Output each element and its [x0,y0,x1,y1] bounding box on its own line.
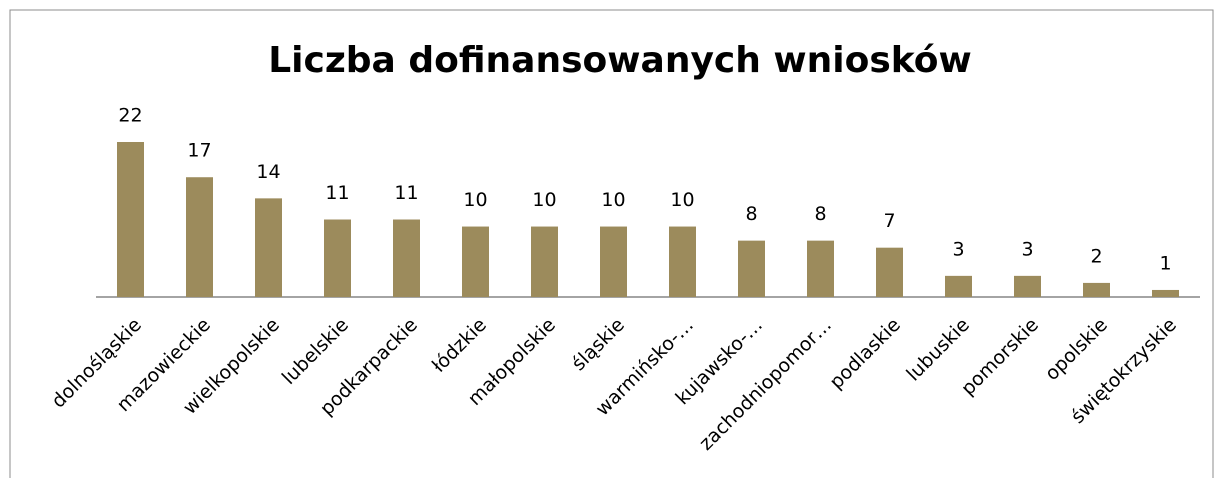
data-label: 10 [670,189,694,211]
data-label: 14 [256,161,280,183]
bar [531,226,558,297]
data-label: 8 [745,203,757,225]
bar [738,240,765,297]
x-tick-label: zachodniopomor… [695,314,836,455]
bar [186,177,213,297]
data-label: 8 [814,203,826,225]
data-label: 3 [952,238,964,260]
bar [1014,275,1041,297]
x-tick-label: śląskie [568,314,629,375]
data-label: 7 [883,210,895,232]
bar [876,247,903,297]
bar [324,219,351,297]
x-tick-label: opolskie [1041,314,1112,385]
data-label: 2 [1090,245,1102,267]
chart-title: Liczba dofinansowanych wniosków [268,40,972,81]
bar [945,275,972,297]
data-label: 1 [1159,252,1171,274]
bar [462,226,489,297]
data-label: 10 [463,189,487,211]
data-label: 3 [1021,238,1033,260]
data-label: 22 [118,105,142,127]
bar [393,219,420,297]
bar [600,226,627,297]
data-label: 10 [601,189,625,211]
chart-frame [9,9,1214,478]
bar [1152,289,1179,297]
data-label: 11 [394,182,418,204]
bar [255,198,282,297]
data-label: 17 [187,140,211,162]
x-tick-label: łódzkie [428,314,491,377]
data-label: 10 [532,189,556,211]
bar [1083,282,1110,297]
bar [669,226,696,297]
x-tick-label: podlaskie [825,314,905,394]
bar [807,240,834,297]
x-tick-label: lubuskie [902,314,974,386]
bar [117,142,144,297]
data-label: 11 [325,182,349,204]
